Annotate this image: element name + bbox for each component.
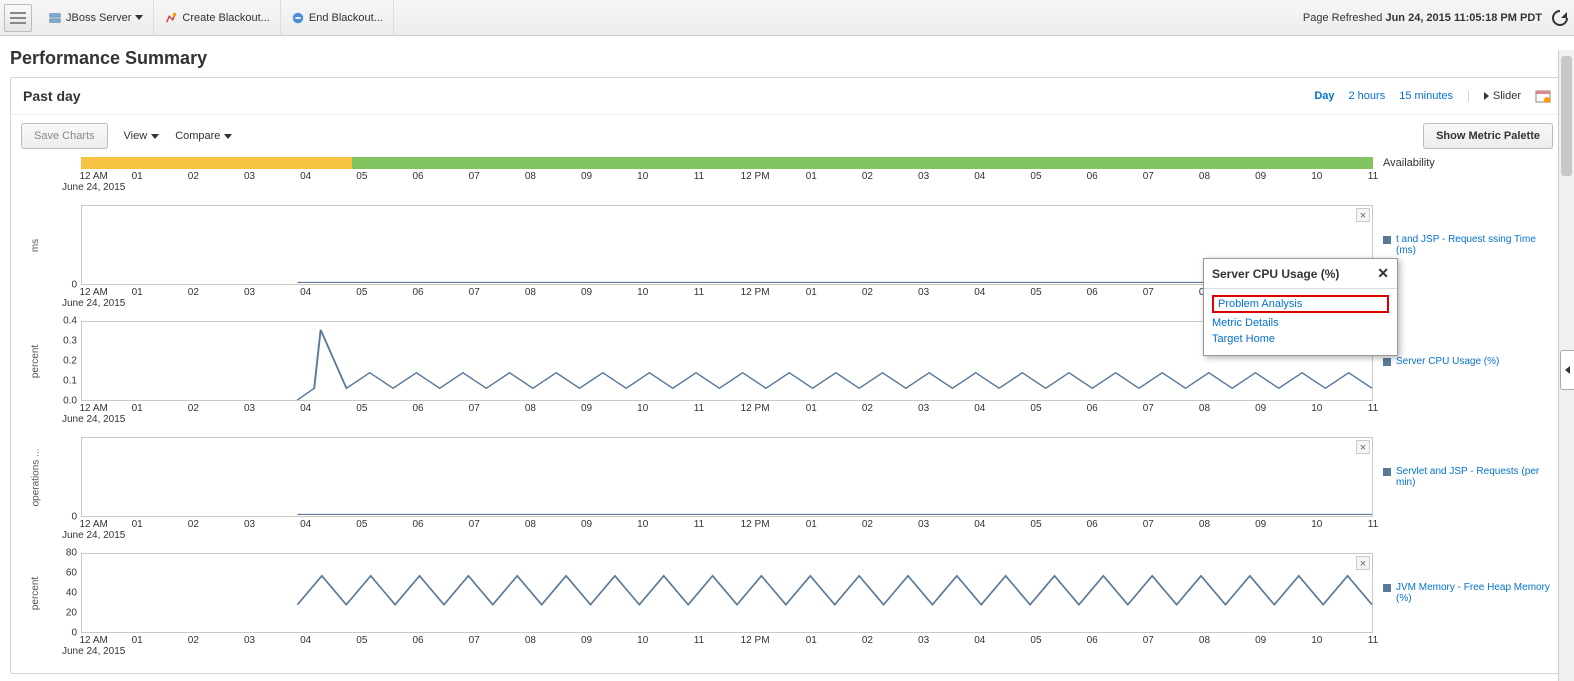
end-blackout-icon [291, 11, 305, 25]
availability-label: Availability [1373, 157, 1553, 169]
availability-row: Availability [81, 157, 1553, 169]
end-blackout-label: End Blackout... [309, 12, 383, 24]
create-blackout-icon [164, 11, 178, 25]
chart-box[interactable]: × [81, 321, 1373, 401]
availability-axis: 12 AMJune 24, 20150102030405060708091011… [81, 171, 1553, 199]
popup-target-home-link[interactable]: Target Home [1212, 331, 1389, 347]
charts-area: Availability 12 AMJune 24, 2015010203040… [11, 157, 1563, 673]
page-refreshed-text: Page Refreshed Jun 24, 2015 11:05:18 PM … [1303, 12, 1550, 24]
availability-bar [81, 157, 1373, 169]
page-title: Performance Summary [0, 36, 1574, 77]
popup-title: Server CPU Usage (%) [1212, 267, 1339, 281]
end-blackout-button[interactable]: End Blackout... [281, 0, 394, 36]
expand-handle[interactable] [1560, 350, 1574, 390]
hamburger-menu-icon[interactable] [4, 4, 32, 32]
legend-item[interactable]: Servlet and JSP - Requests (per min) [1383, 466, 1553, 488]
legend-item[interactable]: Server CPU Usage (%) [1383, 356, 1499, 367]
refresh-icon[interactable] [1550, 8, 1570, 28]
calendar-icon[interactable] [1535, 88, 1551, 104]
y-axis-label: operations ... [31, 448, 42, 506]
popup-problem-analysis-link[interactable]: Problem Analysis [1212, 295, 1389, 313]
y-axis-label: percent [31, 576, 42, 609]
create-blackout-label: Create Blackout... [182, 12, 269, 24]
range-day-link[interactable]: Day [1314, 90, 1334, 102]
play-icon [1484, 92, 1489, 100]
view-menu[interactable]: View [124, 130, 160, 142]
panel-header: Past day Day 2 hours 15 minutes | Slider [11, 78, 1563, 115]
cpu-usage-popup: Server CPU Usage (%) ✕ Problem Analysis … [1203, 258, 1398, 356]
chart-close-icon[interactable]: × [1356, 208, 1370, 222]
create-blackout-button[interactable]: Create Blackout... [154, 0, 280, 36]
chart-row-heap-chart: percent806040200×JVM Memory - Free Heap … [21, 553, 1553, 633]
show-metric-palette-button[interactable]: Show Metric Palette [1423, 123, 1553, 149]
chart-box[interactable]: × [81, 437, 1373, 517]
chart-box[interactable]: × [81, 205, 1373, 285]
chart-close-icon[interactable]: × [1356, 556, 1370, 570]
caret-left-icon [1565, 366, 1570, 374]
legend-item[interactable]: JVM Memory - Free Heap Memory (%) [1383, 582, 1553, 604]
range-2hours-link[interactable]: 2 hours [1349, 90, 1386, 102]
top-toolbar: JBoss Server Create Blackout... End Blac… [0, 0, 1574, 36]
popup-close-icon[interactable]: ✕ [1377, 265, 1389, 282]
chart-row-operations-chart: operations ...0×Servlet and JSP - Reques… [21, 437, 1553, 517]
controls-row: Save Charts View Compare Show Metric Pal… [11, 115, 1563, 157]
chart-close-icon[interactable]: × [1356, 440, 1370, 454]
server-icon [48, 11, 62, 25]
compare-menu[interactable]: Compare [175, 130, 232, 142]
range-label: Past day [23, 88, 81, 104]
save-charts-button[interactable]: Save Charts [21, 123, 108, 149]
chart-box[interactable]: × [81, 553, 1373, 633]
y-axis-label: ms [31, 238, 42, 251]
summary-panel: Past day Day 2 hours 15 minutes | Slider… [10, 77, 1564, 674]
range-15min-link[interactable]: 15 minutes [1399, 90, 1453, 102]
slider-button[interactable]: Slider [1484, 90, 1521, 102]
legend-item[interactable]: t and JSP - Request ssing Time (ms) [1383, 234, 1553, 256]
scrollbar-thumb[interactable] [1561, 56, 1572, 176]
y-axis-label: percent [31, 344, 42, 377]
jboss-server-label: JBoss Server [66, 12, 131, 24]
popup-metric-details-link[interactable]: Metric Details [1212, 315, 1389, 331]
dropdown-caret-icon [135, 15, 143, 20]
jboss-server-menu[interactable]: JBoss Server [38, 0, 154, 36]
